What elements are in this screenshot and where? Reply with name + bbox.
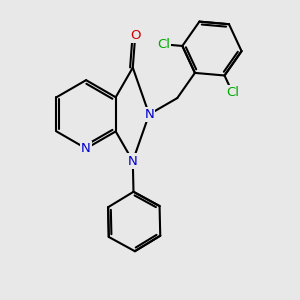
Text: Cl: Cl xyxy=(157,38,170,51)
Text: N: N xyxy=(144,108,154,121)
Text: N: N xyxy=(81,142,91,155)
Text: O: O xyxy=(130,29,140,42)
Text: N: N xyxy=(128,154,138,167)
Text: Cl: Cl xyxy=(226,86,239,99)
